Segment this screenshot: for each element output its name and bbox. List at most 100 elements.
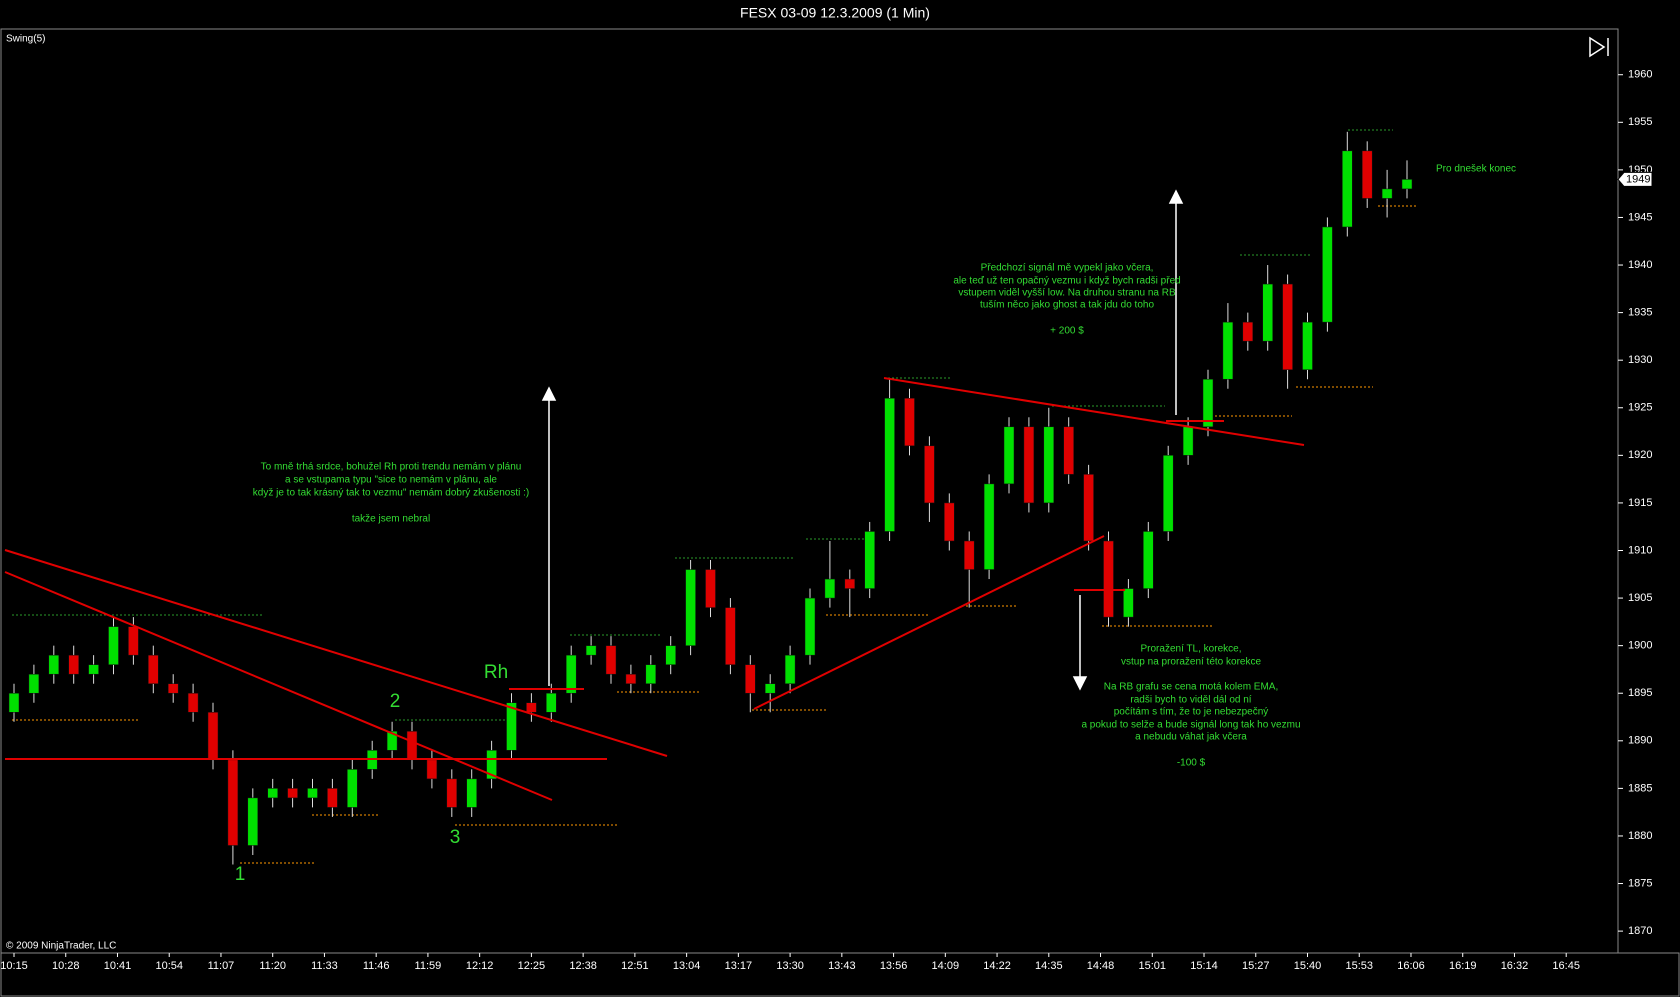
candle-body	[267, 788, 278, 799]
x-tick-label: 12:25	[518, 960, 546, 972]
candle-body	[1083, 474, 1094, 542]
candle-body	[1103, 540, 1114, 618]
candle-body	[645, 664, 657, 684]
candle-body	[406, 731, 418, 761]
annotation-line: Pro dnešek konec	[1436, 164, 1516, 175]
candle-body	[1361, 150, 1373, 199]
candle-body	[1123, 588, 1134, 618]
candle-body	[685, 569, 696, 646]
x-tick-label: 11:20	[259, 960, 286, 972]
trade-arrows	[541, 189, 1184, 691]
annotation-line: ale teď už ten opačný vezmu i když bych …	[953, 276, 1180, 287]
annotation-line: počítám s tím, že to je nebezpečný	[1114, 707, 1269, 718]
candle-body	[187, 692, 199, 713]
candle-body	[1242, 321, 1254, 342]
annotation-line: když je to tak krásný tak to vezmu" nemá…	[253, 488, 529, 499]
y-tick-label: 1915	[1628, 497, 1652, 509]
x-tick-label: 12:12	[466, 960, 494, 972]
candle-body	[1063, 426, 1074, 475]
y-tick-label: 1880	[1628, 830, 1652, 842]
y-tick-label: 1905	[1628, 592, 1652, 604]
y-tick-label: 1935	[1628, 307, 1652, 319]
candle-body	[426, 759, 438, 780]
candle-body	[904, 397, 915, 447]
candle-body	[1302, 321, 1313, 370]
candle-body	[108, 626, 119, 665]
candle-body	[764, 683, 776, 694]
candle-body	[167, 683, 179, 694]
time-axis-frame	[0, 952, 1680, 997]
scroll-end-icon[interactable]	[1589, 36, 1609, 58]
candle-body	[705, 569, 716, 608]
y-tick-label: 1910	[1628, 544, 1652, 556]
x-tick-label: 14:48	[1087, 960, 1115, 972]
candle-body	[1282, 283, 1293, 370]
x-tick-label: 10:54	[155, 960, 183, 972]
candle-body	[1381, 188, 1393, 199]
candle-body	[526, 702, 537, 713]
candle-body	[824, 578, 836, 599]
x-tick-label: 11:46	[363, 960, 390, 972]
candle-body	[68, 654, 79, 675]
last-price-marker	[1617, 171, 1653, 187]
candle-body	[227, 759, 239, 846]
swing-label: Rh	[484, 662, 508, 683]
y-tick-label: 1955	[1628, 116, 1652, 128]
candle-body	[944, 502, 955, 542]
annotation-line: Proražení TL, korekce,	[1141, 644, 1242, 655]
candle-body	[983, 483, 995, 570]
candle-body	[1262, 283, 1273, 342]
candle-body	[1043, 426, 1055, 504]
candle-body	[1182, 426, 1194, 456]
candle-body	[725, 607, 736, 665]
x-tick-label: 11:59	[415, 960, 442, 972]
candle-body	[307, 788, 318, 799]
x-tick-label: 15:14	[1190, 960, 1218, 972]
x-tick-label: 10:15	[0, 960, 28, 972]
annotation-line: takže jsem nebral	[352, 514, 430, 525]
x-tick-label: 15:40	[1294, 960, 1322, 972]
candle-body	[506, 702, 517, 751]
candle-body	[486, 750, 497, 780]
candle-body	[1222, 321, 1234, 380]
y-tick-label: 1960	[1628, 69, 1652, 81]
x-tick-label: 13:43	[828, 960, 856, 972]
candle-body	[784, 654, 796, 684]
candle-body	[1023, 426, 1035, 504]
x-tick-label: 11:07	[208, 960, 235, 972]
candle-body	[466, 778, 477, 808]
swing-label: 1	[235, 864, 246, 885]
annotation-line: a pokud to selže a bude signál long tak …	[1081, 720, 1300, 731]
x-tick-label: 16:45	[1552, 960, 1580, 972]
annotation-line: vstupem viděl vyšší low. Na druhou stran…	[958, 288, 1176, 299]
candle-body	[585, 645, 597, 656]
swing-label: 2	[390, 691, 401, 712]
annotation-line: a nebudu váhat jak včera	[1135, 732, 1247, 743]
candle-body	[1162, 455, 1174, 532]
y-tick-label: 1900	[1628, 640, 1652, 652]
annotation-line: -100 $	[1177, 758, 1206, 769]
candle-body	[864, 531, 875, 589]
x-tick-label: 10:41	[104, 960, 132, 972]
y-tick-label: 1925	[1628, 402, 1652, 414]
x-tick-label: 14:22	[983, 960, 1011, 972]
annotation-line: To mně trhá srdce, bohužel Rh proti tren…	[261, 462, 522, 473]
x-tick-label: 16:32	[1501, 960, 1529, 972]
chart-title: FESX 03-09 12.3.2009 (1 Min)	[740, 5, 930, 21]
x-tick-label: 14:35	[1035, 960, 1063, 972]
x-tick-label: 14:09	[932, 960, 960, 972]
candle-body	[804, 597, 816, 656]
annotations: To mně trhá srdce, bohužel Rh proti tren…	[235, 164, 1516, 885]
candle-body	[1401, 179, 1413, 190]
candle-body	[924, 445, 935, 504]
annotation-line: radši bych to viděl dál od ní	[1130, 695, 1251, 706]
candle-body	[148, 654, 159, 684]
x-tick-label: 15:53	[1345, 960, 1373, 972]
swing-label: 3	[450, 827, 461, 848]
x-tick-label: 10:28	[52, 960, 80, 972]
candle-body	[287, 788, 298, 799]
last-price-label: 1949	[1626, 173, 1650, 185]
x-tick-label: 13:17	[725, 960, 753, 972]
x-tick-label: 15:27	[1242, 960, 1270, 972]
